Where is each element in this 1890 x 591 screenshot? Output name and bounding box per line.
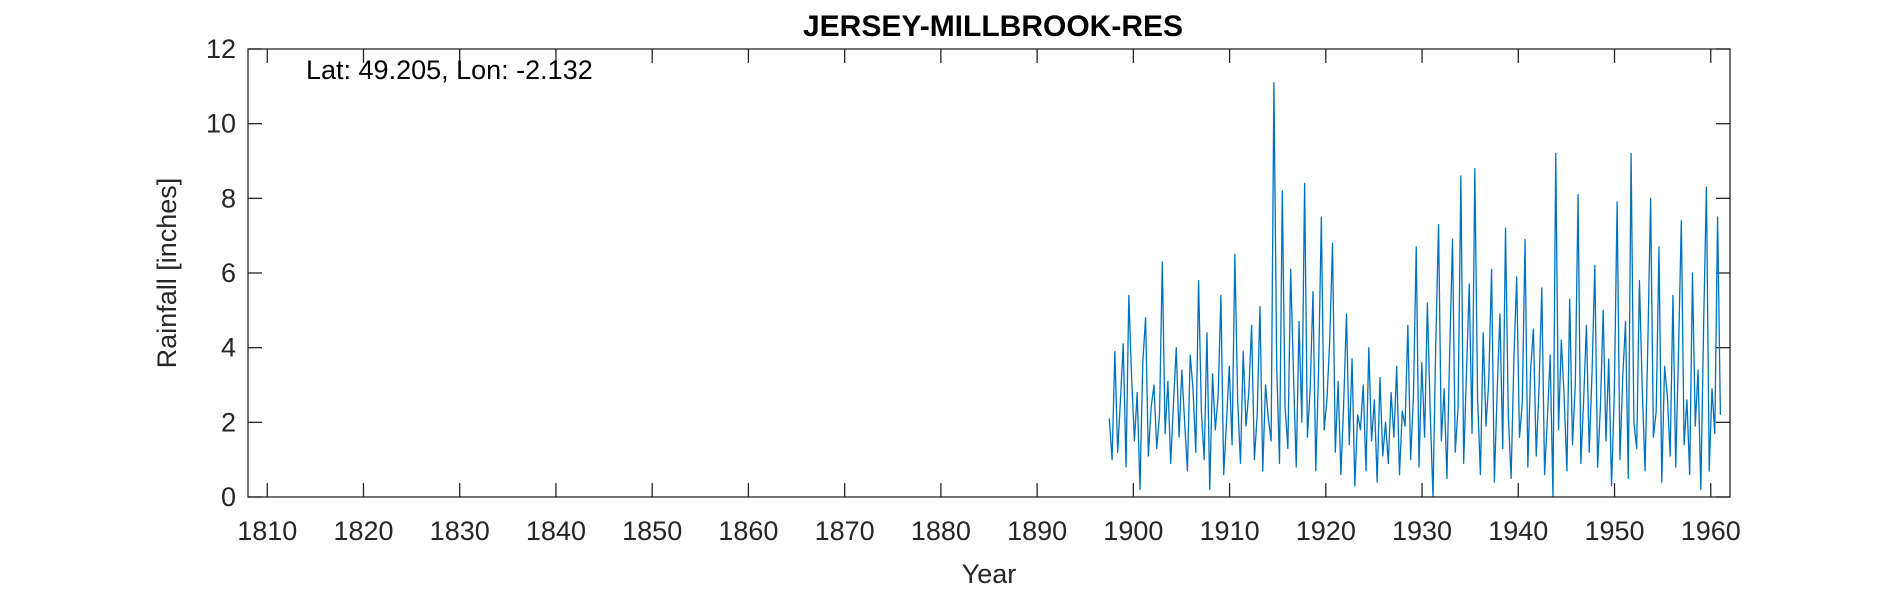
x-tick-label-0: 1810 [237, 516, 297, 546]
x-tick-label-14: 1950 [1584, 516, 1644, 546]
x-tick-label-3: 1840 [526, 516, 586, 546]
y-tick-label-4: 8 [221, 183, 236, 213]
chart-title: JERSEY-MILLBROOK-RES [803, 10, 1183, 43]
x-tick-label-13: 1940 [1488, 516, 1548, 546]
axis-ticks [248, 48, 1730, 498]
x-tick-label-7: 1880 [911, 516, 971, 546]
y-tick-label-6: 12 [206, 34, 236, 64]
x-tick-label-6: 1870 [815, 516, 875, 546]
rainfall-series-line [1108, 81, 1722, 498]
plot-area-frame [247, 48, 1731, 498]
x-tick-label-8: 1890 [1007, 516, 1067, 546]
y-tick-label-2: 4 [221, 333, 236, 363]
x-tick-label-2: 1830 [430, 516, 490, 546]
x-axis-tick-labels: 1810 1820 1830 1840 1850 1860 1870 1880 1890 1900… [237, 516, 1741, 546]
x-tick-label-1: 1820 [333, 516, 393, 546]
x-axis-label: Year [962, 559, 1017, 589]
y-tick-label-1: 2 [221, 407, 236, 437]
y-tick-label-5: 10 [206, 109, 236, 139]
x-tick-label-12: 1930 [1392, 516, 1452, 546]
x-tick-label-4: 1850 [622, 516, 682, 546]
x-tick-label-5: 1860 [718, 516, 778, 546]
y-axis-label: Rainfall [inches] [152, 178, 182, 369]
location-annotation: Lat: 49.205, Lon: -2.132 [306, 55, 593, 85]
x-tick-label-10: 1910 [1200, 516, 1260, 546]
y-axis-tick-labels: 0 2 4 6 8 10 12 [206, 34, 236, 512]
y-tick-label-0: 0 [221, 482, 236, 512]
x-tick-label-9: 1900 [1103, 516, 1163, 546]
y-tick-label-3: 6 [221, 258, 236, 288]
x-tick-label-15: 1960 [1681, 516, 1741, 546]
x-tick-label-11: 1920 [1296, 516, 1356, 546]
